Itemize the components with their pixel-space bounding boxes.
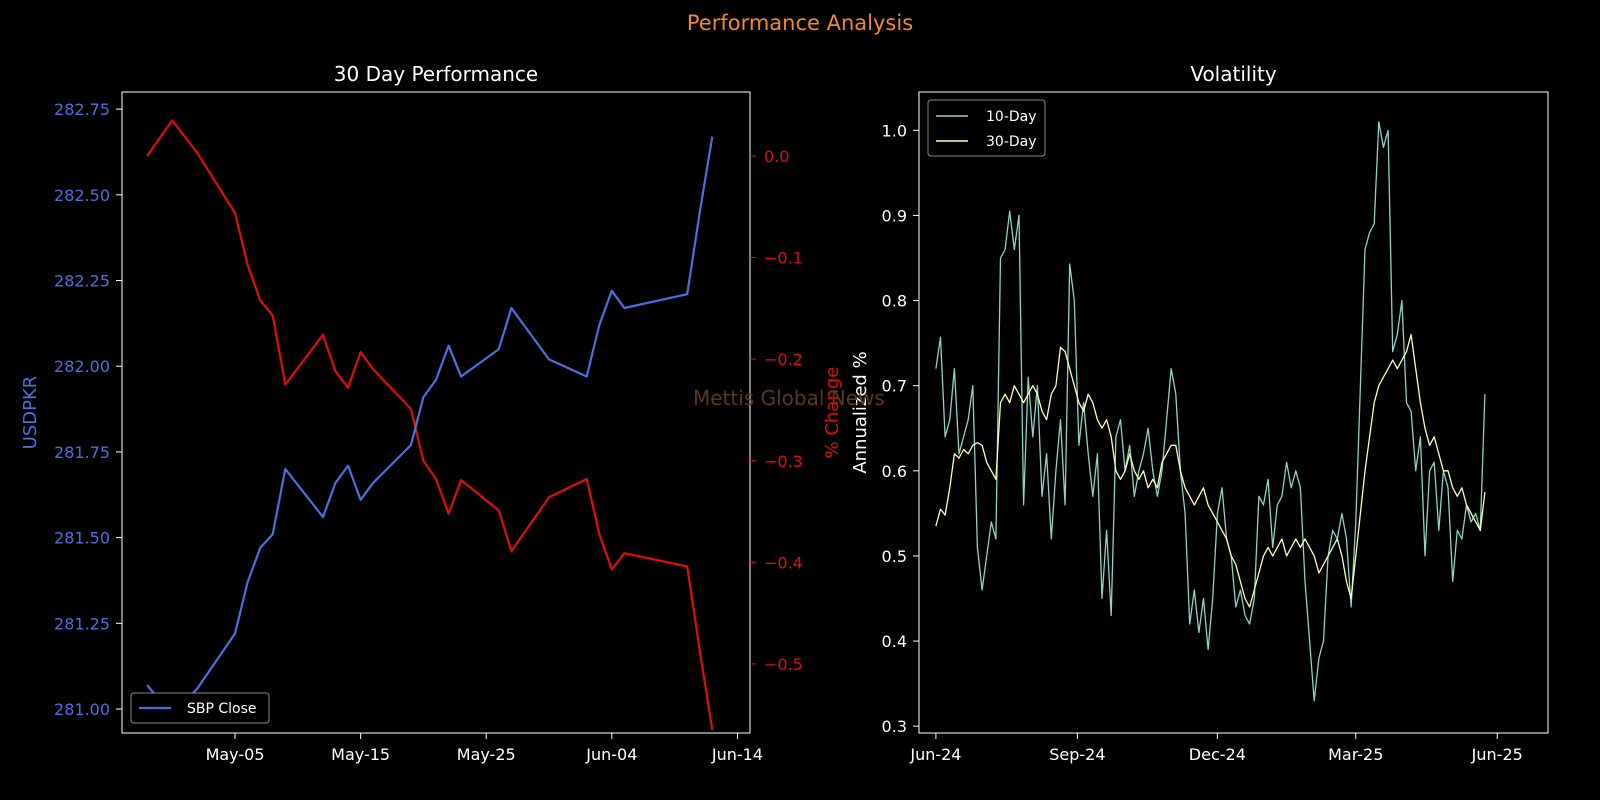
chart1-y2-tick-label: 0.0 [764,147,789,166]
chart2-title: Volatility [1190,62,1277,86]
chart2-legend-box [927,99,1046,157]
sbp-close-line [146,136,714,718]
chart2-legend-label: 30-Day [986,134,1037,150]
chart1-y2-axis-label: % Change [822,367,843,459]
chart1-y2-tick-label: −0.2 [764,350,803,369]
chart2-x-tick-label: Sep-24 [1049,745,1105,764]
chart1-y2-tick-label: −0.4 [764,553,803,572]
chart2-x-tick-label: Dec-24 [1189,745,1246,764]
chart1-y-tick-label: 282.00 [54,357,110,376]
chart1-y-tick-label: 281.50 [54,529,110,548]
vol-30day-line [935,333,1486,608]
chart1-x-tick-label: May-15 [331,745,390,764]
chart2-x-tick-label: Mar-25 [1328,745,1383,764]
watermark: Mettis Global News [693,386,885,410]
pct-change-line [146,119,714,731]
chart1-y-tick-label: 282.50 [54,186,110,205]
chart2-y-tick-label: 0.4 [882,632,907,651]
chart1-x-tick-label: May-25 [457,745,516,764]
chart1-legend-label: SBP Close [187,701,257,717]
chart2-x-tick-label: Jun-24 [909,745,961,764]
chart2-y-tick-label: 0.5 [882,547,907,566]
chart1-x-tick-label: May-05 [206,745,265,764]
chart2-y-tick-label: 0.6 [882,462,907,481]
chart1-y2-tick-label: −0.1 [764,249,803,268]
chart1-y-tick-label: 281.75 [54,443,110,462]
chart1-y2-tick-label: −0.3 [764,452,803,471]
chart2-frame [918,91,1549,734]
chart2-y-tick-label: 0.9 [882,206,907,225]
chart2-y-tick-label: 1.0 [882,121,907,140]
chart1-x-tick-label: Jun-04 [585,745,637,764]
figure-title: Performance Analysis [686,11,914,35]
chart1-y-axis-label: USDPKR [20,376,41,450]
chart1-y-tick-label: 281.25 [54,614,110,633]
chart2-y-tick-label: 0.3 [882,717,907,736]
chart1-y2-tick-label: −0.5 [764,655,803,674]
chart1-title: 30 Day Performance [334,62,538,86]
chart1-frame [121,91,751,734]
chart2-y-tick-label: 0.7 [882,377,907,396]
chart1-legend-box [130,692,270,724]
vol-10day-line [935,121,1486,702]
chart1-y-tick-label: 282.25 [54,272,110,291]
chart1-x-tick-label: Jun-14 [711,745,763,764]
chart2-legend-label: 10-Day [986,109,1037,125]
chart1-y-tick-label: 282.75 [54,100,110,119]
chart2-x-tick-label: Jun-25 [1471,745,1523,764]
chart2-y-axis-label: Annualized % [850,351,871,473]
chart2-y-tick-label: 0.8 [882,292,907,311]
chart1-y-tick-label: 281.00 [54,700,110,719]
